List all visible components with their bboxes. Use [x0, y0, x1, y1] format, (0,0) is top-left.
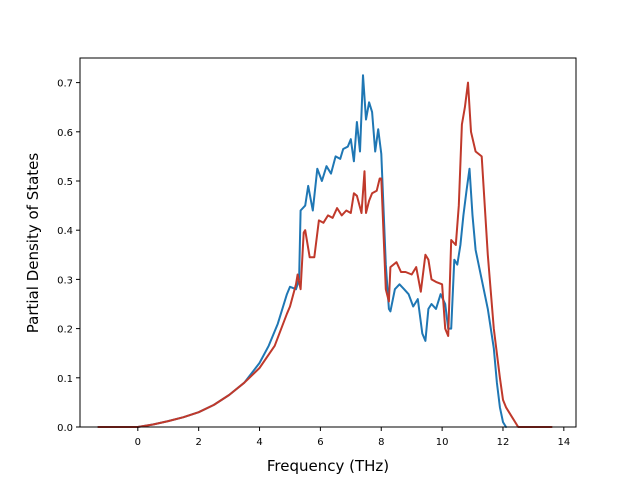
x-tick-label: 0	[135, 437, 141, 448]
y-tick-label: 0.7	[57, 79, 73, 90]
x-tick-label: 8	[378, 437, 384, 448]
y-tick-label: 0.0	[57, 423, 73, 434]
y-tick-label: 0.6	[57, 128, 73, 139]
x-tick-label: 10	[436, 437, 449, 448]
plot-frame	[79, 57, 577, 428]
y-tick-label: 0.2	[57, 325, 73, 336]
series-line-1	[97, 74, 507, 428]
x-axis-title: Frequency (THz)	[267, 457, 389, 475]
x-axis: 0 2 4 6 8 10 12 14	[135, 427, 570, 448]
y-axis-title: Partial Density of States	[24, 153, 42, 334]
y-axis: 0.0 0.1 0.2 0.3 0.4 0.5 0.6 0.7	[57, 79, 80, 434]
series-line-2	[97, 81, 553, 428]
x-tick-label: 6	[317, 437, 323, 448]
y-tick-label: 0.5	[57, 177, 73, 188]
x-tick-label: 14	[557, 437, 570, 448]
x-tick-label: 4	[256, 437, 262, 448]
y-tick-label: 0.4	[57, 226, 73, 237]
x-tick-label: 12	[497, 437, 510, 448]
series-layer	[97, 74, 553, 428]
y-tick-label: 0.1	[57, 374, 73, 385]
y-tick-label: 0.3	[57, 275, 73, 286]
x-tick-label: 2	[195, 437, 201, 448]
